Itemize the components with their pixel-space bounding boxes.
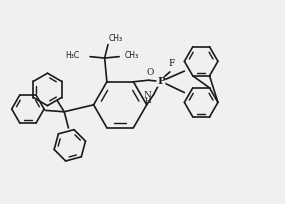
Text: N: N (144, 91, 151, 100)
Text: O: O (146, 68, 154, 77)
Text: P: P (157, 77, 165, 86)
Text: F: F (168, 59, 175, 68)
Text: CH₃: CH₃ (124, 51, 138, 60)
Text: CH₃: CH₃ (109, 34, 123, 43)
Text: H₃C: H₃C (65, 51, 79, 60)
Text: H: H (144, 97, 151, 105)
